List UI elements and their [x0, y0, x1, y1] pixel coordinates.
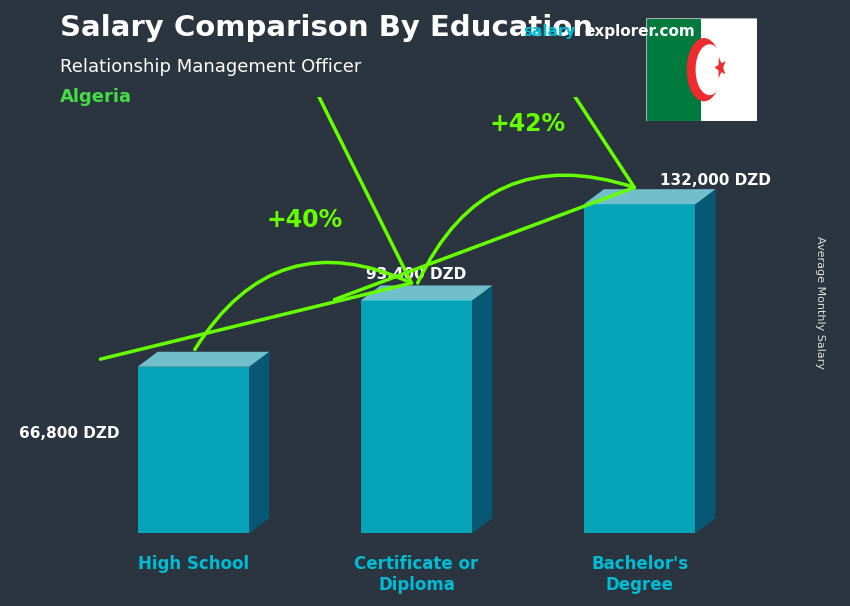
Text: 132,000 DZD: 132,000 DZD [660, 173, 771, 188]
Text: Relationship Management Officer: Relationship Management Officer [60, 58, 361, 76]
FancyArrowPatch shape [334, 0, 634, 299]
Polygon shape [695, 189, 716, 533]
Polygon shape [360, 301, 473, 533]
Polygon shape [249, 351, 269, 533]
Text: Algeria: Algeria [60, 88, 132, 106]
Polygon shape [360, 285, 492, 301]
Text: Average Monthly Salary: Average Monthly Salary [815, 236, 825, 370]
FancyArrowPatch shape [100, 0, 411, 359]
Circle shape [688, 39, 721, 101]
Polygon shape [715, 57, 726, 78]
Text: explorer.com: explorer.com [585, 24, 695, 39]
Text: 66,800 DZD: 66,800 DZD [20, 426, 120, 441]
Text: High School: High School [138, 555, 249, 573]
Text: Salary Comparison By Education: Salary Comparison By Education [60, 15, 592, 42]
Text: +42%: +42% [490, 112, 566, 136]
Polygon shape [138, 351, 269, 367]
Text: Bachelor's
Degree: Bachelor's Degree [591, 555, 689, 594]
Circle shape [696, 45, 722, 95]
Polygon shape [138, 367, 249, 533]
Polygon shape [584, 204, 695, 533]
Polygon shape [701, 18, 756, 121]
Polygon shape [473, 285, 492, 533]
Text: 93,400 DZD: 93,400 DZD [366, 267, 467, 282]
Polygon shape [646, 18, 701, 121]
Text: Certificate or
Diploma: Certificate or Diploma [354, 555, 479, 594]
Text: +40%: +40% [267, 208, 343, 232]
Polygon shape [584, 189, 716, 204]
Text: salary: salary [523, 24, 575, 39]
